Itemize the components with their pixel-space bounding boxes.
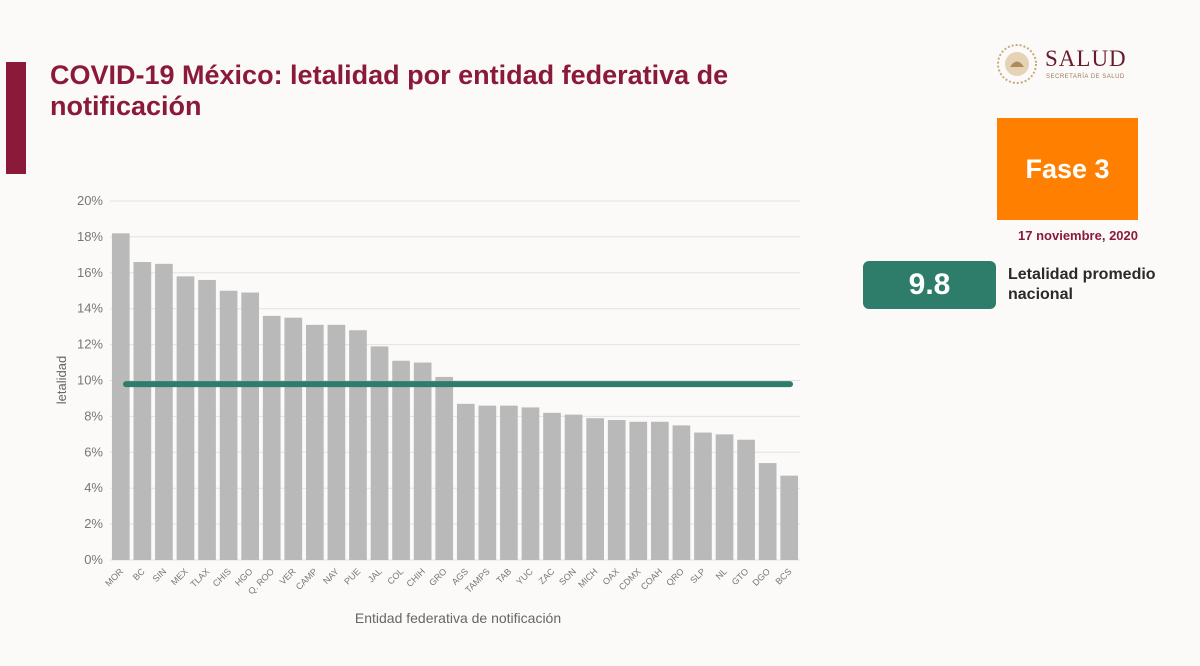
logo-subtitle: SECRETARÍA DE SALUD xyxy=(1046,74,1125,80)
x-tick-label: BC xyxy=(131,566,147,582)
bar xyxy=(327,324,346,560)
bar xyxy=(435,376,454,560)
mexico-coat-of-arms-icon xyxy=(997,44,1037,84)
x-tick-label: TLAX xyxy=(188,566,211,589)
x-tick-label: GTO xyxy=(730,566,751,587)
bar xyxy=(176,276,195,560)
bar xyxy=(133,262,152,560)
y-tick-label: 0% xyxy=(84,552,103,567)
x-tick-label: MEX xyxy=(169,566,190,587)
page-title: COVID-19 México: letalidad por entidad f… xyxy=(50,60,729,121)
report-date: 17 noviembre, 2020 xyxy=(1018,228,1138,243)
x-tick-label: SLP xyxy=(688,566,707,585)
y-tick-label: 12% xyxy=(77,337,103,352)
x-tick-label: QRO xyxy=(664,566,686,588)
y-tick-label: 16% xyxy=(77,265,103,280)
bar xyxy=(564,414,583,560)
title-accent-bar xyxy=(6,62,26,174)
x-tick-label: CHIS xyxy=(211,566,233,588)
bar xyxy=(500,405,518,560)
x-tick-label: ZAC xyxy=(537,566,557,586)
bar xyxy=(370,346,389,560)
x-tick-label: BCS xyxy=(773,566,793,586)
bar xyxy=(478,405,497,560)
bar xyxy=(306,324,324,560)
chart-bars xyxy=(111,233,799,560)
x-tick-label: CDMX xyxy=(617,566,643,592)
x-tick-label: NAY xyxy=(321,566,341,586)
bar xyxy=(456,403,475,560)
y-tick-label: 18% xyxy=(77,229,103,244)
bar xyxy=(392,360,410,560)
bar xyxy=(219,290,238,560)
bar xyxy=(284,317,303,560)
y-tick-label: 4% xyxy=(84,480,103,495)
national-average-label: Letalidad promedio nacional xyxy=(1008,266,1156,303)
x-tick-label: NL xyxy=(714,566,729,581)
x-tick-label: TAMPS xyxy=(463,566,492,595)
logo-name: SALUD xyxy=(1045,46,1127,71)
bar xyxy=(543,412,561,560)
salud-logo: SALUD SECRETARÍA DE SALUD xyxy=(995,40,1145,90)
y-axis-ticks: 0% 2% 4% 6% 8% 10% 12% 14% 16% 18% 20% xyxy=(77,193,103,567)
y-axis-title: letalidad xyxy=(54,356,69,404)
bar xyxy=(241,292,259,560)
x-axis-title: Entidad federativa de notificación xyxy=(355,610,561,626)
y-tick-label: 20% xyxy=(77,193,103,208)
bar xyxy=(780,475,799,560)
y-tick-label: 8% xyxy=(84,408,103,423)
y-tick-label: 6% xyxy=(84,444,103,459)
bar xyxy=(111,233,130,560)
bar xyxy=(349,330,367,560)
bar xyxy=(694,432,712,560)
bar xyxy=(607,419,626,560)
bar xyxy=(737,439,755,560)
x-tick-label: MICH xyxy=(576,566,599,589)
bar xyxy=(413,362,432,560)
x-tick-label: JAL xyxy=(366,566,384,584)
phase-badge: Fase 3 xyxy=(997,118,1138,220)
x-tick-label: CAMP xyxy=(294,566,319,591)
x-tick-label: MOR xyxy=(103,566,125,588)
bar xyxy=(155,263,173,560)
x-tick-label: GRO xyxy=(427,566,449,588)
bar xyxy=(715,434,734,560)
x-tick-label: SON xyxy=(557,566,578,587)
y-tick-label: 2% xyxy=(84,516,103,531)
bar xyxy=(586,418,604,560)
x-tick-label: SIN xyxy=(151,566,169,584)
x-tick-label: TAB xyxy=(494,566,513,585)
bar xyxy=(651,421,669,560)
bar xyxy=(198,279,216,560)
y-tick-label: 14% xyxy=(77,301,103,316)
x-tick-label: COAH xyxy=(639,566,664,591)
bar xyxy=(758,463,777,560)
x-tick-label: CHIH xyxy=(404,566,427,589)
bar xyxy=(521,407,540,560)
x-tick-label: DGO xyxy=(750,566,772,588)
bar xyxy=(629,421,648,560)
x-tick-label: PUE xyxy=(342,566,362,586)
bar xyxy=(262,315,281,560)
national-average-badge: 9.8 xyxy=(863,261,996,309)
x-tick-label: YUC xyxy=(514,566,535,587)
x-tick-label: COL xyxy=(385,566,405,586)
bar xyxy=(672,425,691,560)
y-tick-label: 10% xyxy=(77,373,103,388)
